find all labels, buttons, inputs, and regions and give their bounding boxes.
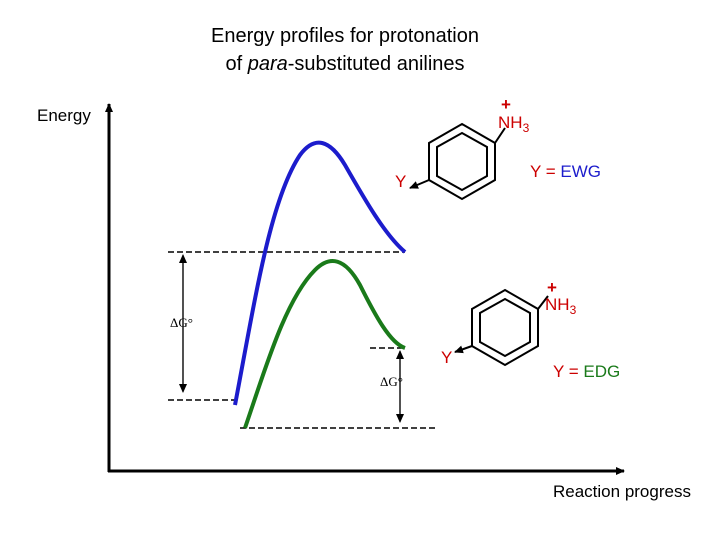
- legend-group: EWG: [560, 162, 601, 181]
- charge: +: [501, 95, 511, 114]
- subscript: 3: [570, 303, 577, 317]
- edg-structure: [454, 288, 549, 367]
- title-line2: of para-substituted anilines: [225, 53, 464, 75]
- title-text: of: [225, 53, 242, 75]
- ewg-legend: Y = EWG: [530, 162, 601, 181]
- delta-g-label: ΔG°: [380, 374, 403, 389]
- subscript: 3: [523, 121, 530, 135]
- group: NH: [498, 113, 523, 132]
- ammonium: NH3: [498, 113, 530, 135]
- legend-y: Y =: [530, 162, 556, 181]
- group: NH: [545, 295, 570, 314]
- substituent: Y: [441, 348, 452, 367]
- title-italic: para: [247, 53, 288, 75]
- axes: [105, 103, 625, 475]
- x-axis-label: Reaction progress: [553, 482, 691, 501]
- legend-group: EDG: [583, 362, 620, 381]
- y-axis-label: Energy: [37, 106, 91, 125]
- substituent: Y: [395, 172, 406, 191]
- delta-g-label: ΔG°: [170, 315, 193, 330]
- ewg-structure: [409, 122, 506, 201]
- title-text: -substituted anilines: [288, 53, 465, 75]
- reference-lines: [168, 251, 435, 429]
- delta-arrows: [179, 254, 404, 423]
- charge: +: [547, 278, 557, 297]
- title-line1: Energy profiles for protonation: [211, 25, 479, 47]
- edg-legend: Y = EDG: [553, 362, 620, 381]
- ewg-profile: [233, 140, 407, 406]
- edg-profile: [243, 259, 406, 429]
- ammonium: NH3: [545, 295, 577, 317]
- legend-y: Y =: [553, 362, 579, 381]
